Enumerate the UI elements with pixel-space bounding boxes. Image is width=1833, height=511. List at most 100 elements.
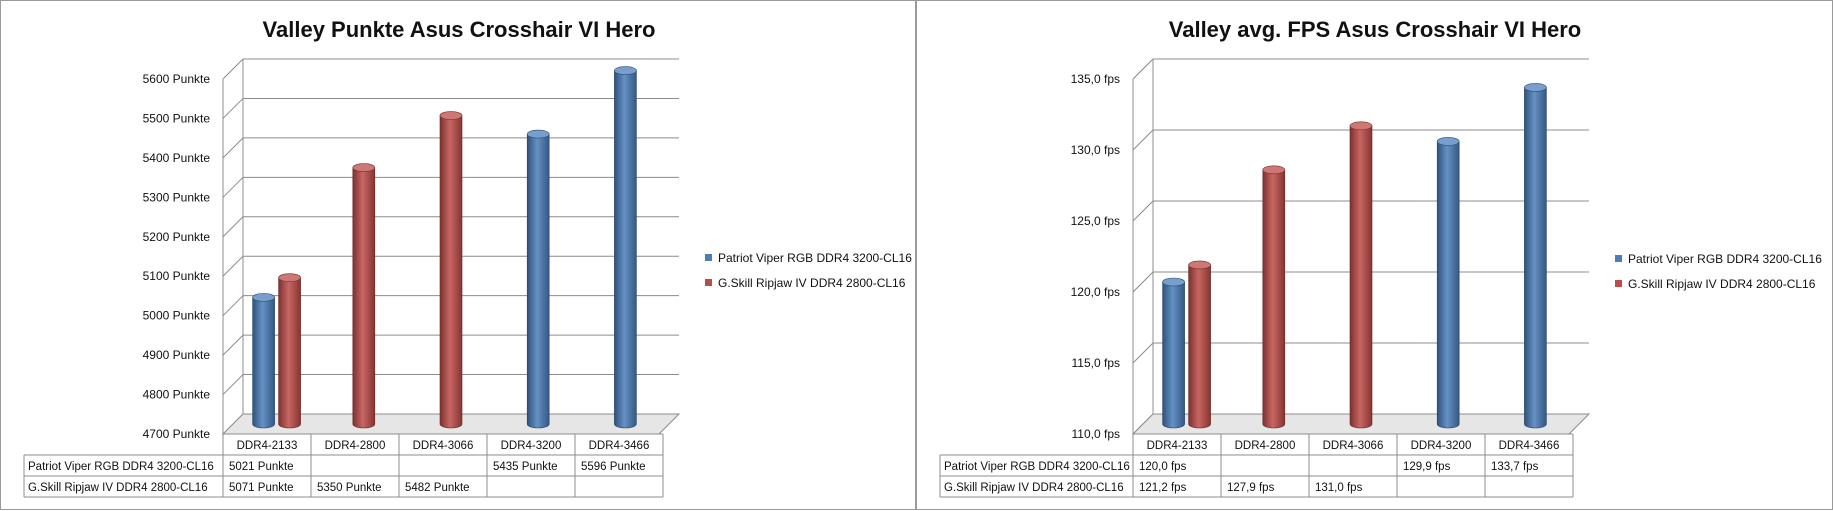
- y-tick-label: 130,0 fps: [1071, 143, 1120, 157]
- table-row-label: G.Skill Ripjaw IV DDR4 2800-CL16: [944, 482, 1124, 494]
- bar-gskill-ddr4-2133: [1188, 260, 1211, 429]
- bar-gskill-ddr4-2800: [352, 163, 376, 429]
- y-tick-label: 5400 Punkte: [143, 151, 211, 165]
- table-cell-value: 129,9 fps: [1403, 461, 1451, 473]
- gridline-side: [222, 334, 244, 356]
- y-tick-label: 4800 Punkte: [143, 388, 211, 402]
- table-cell-value: 127,9 fps: [1227, 482, 1275, 494]
- x-category-label: DDR4-2800: [1235, 440, 1296, 452]
- legend-swatch: [1615, 255, 1622, 262]
- y-tick-label: 115,0 fps: [1072, 356, 1120, 370]
- x-category-label: DDR4-3200: [501, 440, 562, 452]
- bar-top: [252, 293, 275, 302]
- bar-body: [439, 115, 463, 429]
- chart-panel-fps: Valley avg. FPS Asus Crosshair VI Hero 11…: [916, 0, 1833, 510]
- y-tick-label: 5300 Punkte: [143, 190, 211, 204]
- gridline-side: [222, 255, 244, 277]
- bar-top: [352, 163, 376, 172]
- gridline-side: [222, 295, 244, 317]
- y-tick-label: 5000 Punkte: [143, 309, 211, 323]
- table-cell-value: 5596 Punkte: [581, 461, 646, 473]
- legend-label: Patriot Viper RGB DDR4 3200-CL16: [718, 251, 912, 265]
- gridline-side: [1132, 129, 1154, 151]
- x-category-label: DDR4-3466: [1499, 440, 1560, 452]
- bar-top: [1188, 260, 1211, 270]
- bar-body: [352, 167, 376, 429]
- legend-swatch: [705, 279, 712, 286]
- gridline-side: [1132, 271, 1154, 293]
- bar-top: [1262, 165, 1286, 175]
- legend-swatch: [1615, 280, 1622, 287]
- y-tick-label: 5100 Punkte: [143, 269, 211, 283]
- table-row-label: Patriot Viper RGB DDR4 3200-CL16: [28, 461, 214, 473]
- bar-patriot-ddr4-3200: [526, 129, 550, 429]
- table-cell-value: 5071 Punkte: [229, 482, 294, 494]
- bar-gskill-ddr4-2133: [278, 273, 301, 429]
- gridline-side: [1132, 342, 1154, 364]
- bar-body: [252, 297, 275, 429]
- bar-top: [439, 111, 463, 120]
- chart-points-svg: Valley Punkte Asus Crosshair VI Hero 4700…: [23, 17, 912, 498]
- bar-patriot-ddr4-3466: [1524, 83, 1547, 429]
- x-category-label: DDR4-2800: [325, 440, 386, 452]
- bar-gskill-ddr4-3066: [439, 111, 463, 429]
- legend-label: G.Skill Ripjaw IV DDR4 2800-CL16: [718, 276, 906, 290]
- bar-top: [526, 129, 550, 139]
- y-tick-label: 120,0 fps: [1071, 285, 1120, 299]
- bar-top: [1349, 121, 1373, 131]
- y-tick-label: 110,0 fps: [1072, 427, 1120, 441]
- bar-top: [1436, 137, 1460, 146]
- data-table: DDR4-2133 DDR4-2800 DDR4-3066 DDR4-3200 DDR4…: [23, 433, 664, 498]
- x-category-label: DDR4-3200: [1411, 440, 1472, 452]
- gridline-side: [1132, 58, 1154, 80]
- bar-top: [1524, 83, 1547, 92]
- y-tick-label: 4700 Punkte: [143, 427, 211, 441]
- bar-gskill-ddr4-3066: [1349, 121, 1373, 429]
- x-category-label: DDR4-3066: [413, 440, 474, 452]
- bar-body: [1524, 87, 1547, 429]
- table-cell-value: 5350 Punkte: [317, 482, 382, 494]
- table-cell-value: 131,0 fps: [1315, 482, 1363, 494]
- bar-body: [614, 70, 637, 429]
- y-tick-label: 135,0 fps: [1071, 72, 1120, 86]
- y-tick-label: 5200 Punkte: [143, 230, 211, 244]
- bar-body: [1188, 264, 1211, 429]
- x-category-label: DDR4-2133: [1147, 440, 1208, 452]
- legend-label: G.Skill Ripjaw IV DDR4 2800-CL16: [1628, 277, 1816, 291]
- gridline-side: [1132, 200, 1154, 222]
- legend-label: Patriot Viper RGB DDR4 3200-CL16: [1628, 252, 1822, 266]
- bar-patriot-ddr4-2133: [1162, 277, 1185, 429]
- bar-body: [526, 133, 550, 429]
- table-cell-value: 5021 Punkte: [229, 461, 294, 473]
- chart-panel-points: Valley Punkte Asus Crosshair VI Hero 4700…: [0, 0, 916, 510]
- gridline-side: [222, 98, 244, 119]
- bar-body: [1436, 141, 1460, 429]
- x-category-label: DDR4-2133: [237, 440, 298, 452]
- table-row-label: G.Skill Ripjaw IV DDR4 2800-CL16: [28, 482, 208, 494]
- gridline-side: [222, 374, 244, 395]
- table-cell-value: 5435 Punkte: [493, 461, 558, 473]
- chart-title: Valley avg. FPS Asus Crosshair VI Hero: [1169, 17, 1581, 42]
- bar-gskill-ddr4-2800: [1262, 165, 1286, 429]
- chart-title: Valley Punkte Asus Crosshair VI Hero: [263, 17, 656, 42]
- bar-top: [278, 273, 301, 282]
- data-table: DDR4-2133 DDR4-2800 DDR4-3066 DDR4-3200 DDR4…: [939, 433, 1574, 498]
- y-tick-label: 5500 Punkte: [143, 111, 211, 125]
- bar-body: [1262, 169, 1286, 429]
- bar-body: [1349, 125, 1373, 429]
- gridline-side: [222, 216, 244, 238]
- gridline-side: [222, 176, 244, 198]
- legend-swatch: [705, 254, 712, 261]
- table-row-label: Patriot Viper RGB DDR4 3200-CL16: [944, 461, 1130, 473]
- bar-patriot-ddr4-3466: [614, 66, 637, 429]
- y-tick-label: 125,0 fps: [1071, 214, 1120, 228]
- bar-top: [614, 66, 637, 75]
- table-cell-value: 120,0 fps: [1139, 461, 1187, 473]
- bar-body: [278, 277, 301, 429]
- bar-top: [1162, 277, 1185, 287]
- chart-fps-svg: Valley avg. FPS Asus Crosshair VI Hero 11…: [939, 17, 1822, 498]
- gridline-side: [222, 58, 244, 80]
- x-category-label: DDR4-3066: [1323, 440, 1384, 452]
- gridline-side: [222, 137, 244, 159]
- y-tick-label: 5600 Punkte: [143, 72, 211, 86]
